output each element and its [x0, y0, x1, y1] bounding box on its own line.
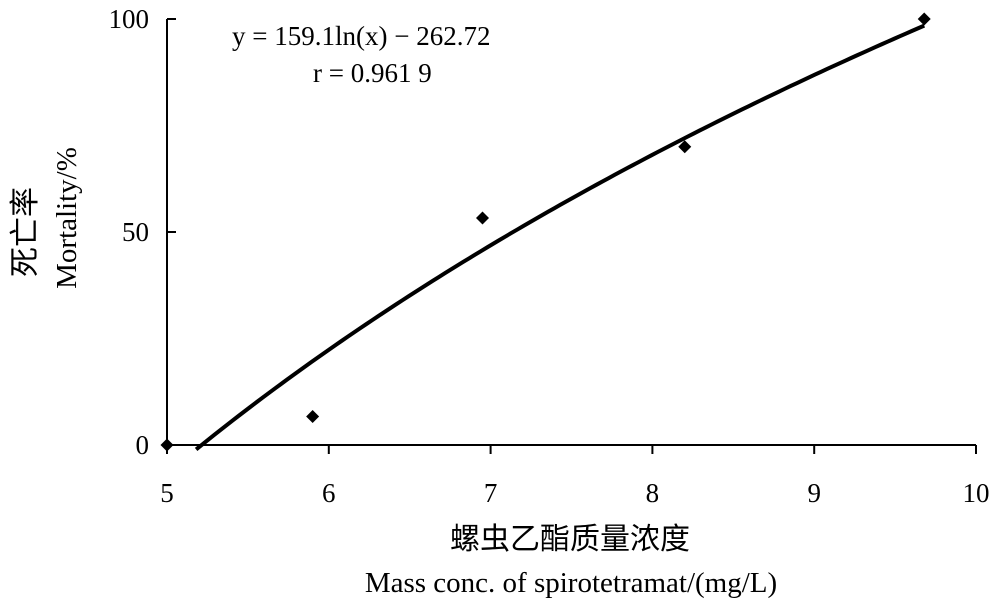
x-tick-label: 7 [484, 478, 498, 508]
equation-text: y = 159.1ln(x) − 262.72 [232, 21, 490, 51]
data-point [306, 409, 320, 423]
y-tick-label: 50 [122, 217, 149, 247]
x-tick-label: 5 [160, 478, 174, 508]
fit-curve [194, 23, 926, 451]
y-axis-title-en: Mortality/% [51, 147, 83, 289]
x-tick-label: 6 [322, 478, 336, 508]
x-tick-label: 9 [807, 478, 821, 508]
r-value-text: r = 0.961 9 [313, 58, 432, 88]
y-axis-title: 死亡率 Mortality/% [8, 147, 83, 289]
x-axis-title-en: Mass conc. of spirotetramat/(mg/L) [365, 567, 777, 599]
data-points [160, 12, 931, 452]
data-point [678, 140, 692, 154]
y-axis-title-cn: 死亡率 [8, 187, 43, 277]
fit-curve-group [194, 23, 926, 451]
equation-annotation: y = 159.1ln(x) − 262.72 r = 0.961 9 [232, 21, 490, 88]
data-point [476, 211, 490, 225]
x-axis-title: 螺虫乙酯质量浓度 Mass conc. of spirotetramat/(mg… [365, 522, 777, 599]
x-axis-title-cn: 螺虫乙酯质量浓度 [450, 522, 690, 557]
y-tick-label: 100 [109, 4, 150, 34]
x-tick-label: 10 [963, 478, 990, 508]
x-tick-label: 8 [646, 478, 660, 508]
data-point [160, 438, 174, 452]
y-tick-label: 0 [136, 430, 150, 460]
data-point [917, 12, 931, 26]
